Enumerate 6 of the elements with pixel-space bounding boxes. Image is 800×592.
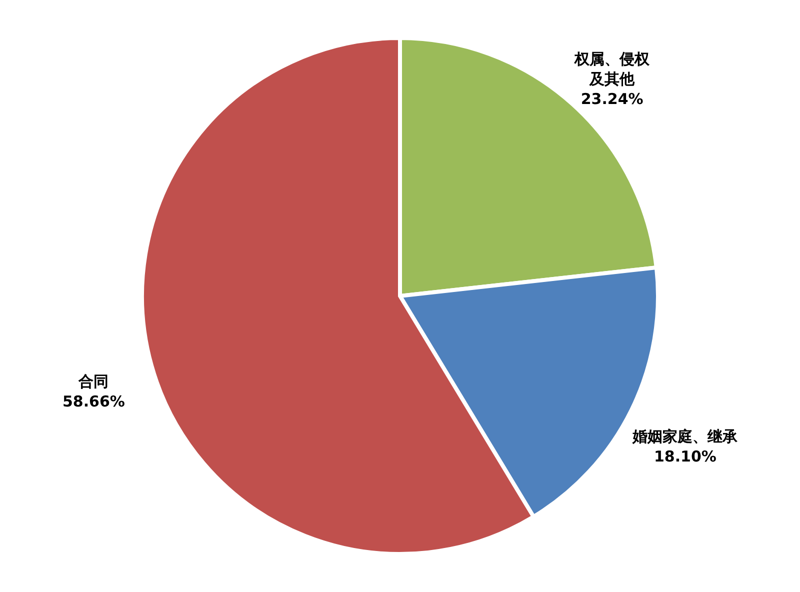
data-label: 23.24%	[580, 90, 644, 108]
data-label: 18.10%	[654, 448, 716, 466]
data-label: 58.66%	[62, 392, 125, 410]
slice-label: 合同	[78, 372, 109, 390]
slice-label: 婚姻家庭、继承	[632, 428, 739, 446]
slice-label: 权属、侵权及其他	[574, 50, 651, 88]
